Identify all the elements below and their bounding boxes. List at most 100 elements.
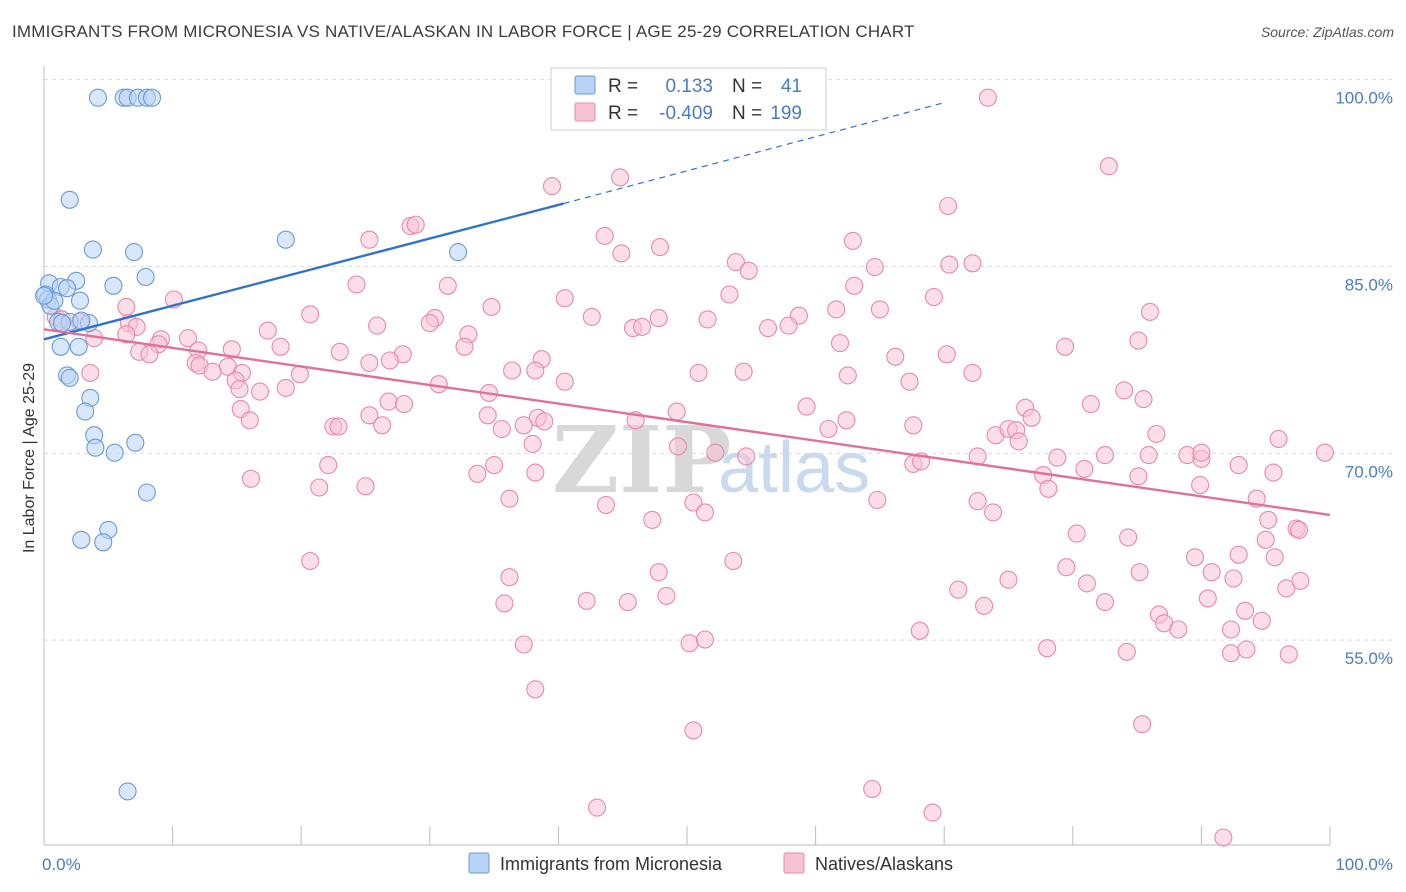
y-tick-label: 70.0% [1345, 462, 1393, 481]
data-point-native [618, 593, 637, 612]
data-point-native [1256, 530, 1275, 549]
data-point-native [720, 285, 739, 304]
data-point-native [301, 551, 320, 571]
data-point-native [514, 635, 533, 654]
watermark-atlas: atlas [718, 428, 870, 508]
data-point-native [1169, 620, 1188, 639]
data-point-native [356, 477, 375, 496]
data-point-native [276, 378, 295, 397]
data-point-native [1236, 601, 1255, 620]
data-point-native [1039, 479, 1058, 498]
data-point-native [595, 226, 614, 245]
data-point-native [819, 419, 838, 439]
data-point-native [649, 563, 668, 582]
data-point-native [500, 489, 519, 508]
data-point-native [319, 456, 338, 475]
y-tick-label: 85.0% [1345, 276, 1393, 295]
data-point-micronesia [51, 337, 70, 356]
data-point-native [937, 345, 956, 364]
legend-r-value-1: 0.133 [665, 76, 713, 97]
data-point-micronesia [94, 533, 113, 552]
legend-swatch-blue [574, 75, 596, 95]
data-point-native [737, 447, 756, 466]
data-point-micronesia [60, 190, 79, 209]
data-point-native [1264, 463, 1283, 482]
data-point-micronesia [52, 314, 72, 333]
legend-swatch-pink [574, 102, 596, 122]
data-point-native [1048, 448, 1067, 467]
data-point-native [1129, 331, 1148, 350]
data-point-native [1279, 645, 1298, 664]
data-point-native [1095, 593, 1115, 612]
data-point-native [1140, 302, 1160, 321]
data-point-native [1115, 381, 1134, 400]
data-point-micronesia [276, 230, 295, 249]
data-point-native [1077, 574, 1096, 593]
data-point-native [482, 297, 501, 316]
data-point-native [360, 230, 379, 249]
data-point-native [329, 417, 348, 436]
bottom-legend-label-micronesia: Immigrants from Micronesia [500, 854, 723, 874]
data-point-native [1191, 475, 1210, 495]
series-legend: Immigrants from Micronesia Natives/Alask… [468, 852, 953, 874]
data-point-native [904, 416, 923, 435]
data-point-native [495, 594, 514, 613]
data-point-native [485, 456, 504, 475]
data-point-native [1259, 510, 1278, 529]
y-axis-label: In Labor Force | Age 25-29 [21, 363, 38, 553]
data-point-native [542, 177, 562, 196]
data-point-native [923, 803, 942, 822]
data-point-micronesia [60, 368, 79, 387]
axes: 0.0% 100.0% [42, 66, 1393, 874]
data-point-native [1237, 640, 1256, 659]
data-point-micronesia [136, 267, 155, 287]
data-point-native [612, 244, 631, 263]
series-immigrants-micronesia [34, 88, 468, 801]
data-point-native [1202, 563, 1221, 582]
data-point-native [360, 406, 379, 425]
data-point-micronesia [104, 276, 123, 295]
data-point-native [968, 492, 987, 511]
trend-line-micronesia [43, 202, 564, 341]
data-point-native [555, 289, 574, 308]
legend-r-label-1: R = [608, 76, 638, 97]
data-point-native [1095, 446, 1115, 465]
legend-box [550, 67, 827, 131]
data-point-native [886, 347, 905, 366]
data-point-native [863, 779, 882, 799]
data-point-native [468, 464, 487, 483]
data-point-native [739, 261, 758, 280]
data-point-native [360, 353, 379, 373]
data-point-native [999, 570, 1018, 589]
data-point-native [178, 329, 198, 348]
data-point-native [429, 375, 448, 394]
data-point-micronesia [88, 88, 108, 107]
data-point-native [734, 362, 753, 381]
data-point-native [684, 721, 703, 740]
data-point-native [1147, 424, 1166, 444]
data-point-native [478, 406, 497, 425]
data-point-native [1224, 569, 1243, 588]
data-point-micronesia [126, 433, 145, 452]
data-point-native [984, 503, 1003, 522]
data-point-native [827, 300, 846, 319]
x-tick-label-min: 0.0% [42, 855, 81, 874]
data-point-native [492, 419, 511, 439]
correlation-legend: R = 0.133 N = 41 R = -0.409 N = 199 [550, 67, 827, 131]
data-point-native [657, 586, 676, 605]
data-point-native [978, 88, 997, 107]
data-point-native [555, 372, 574, 391]
chart-title: IMMIGRANTS FROM MICRONESIA VS NATIVE/ALA… [12, 22, 915, 41]
legend-n-value-2: 199 [770, 103, 802, 124]
data-point-native [500, 568, 519, 587]
data-point-micronesia [86, 438, 105, 457]
legend-n-label-2: N = [732, 103, 762, 124]
data-point-native [1130, 563, 1149, 582]
data-point-native [1129, 467, 1148, 486]
legend-n-value-1: 41 [781, 76, 802, 97]
data-point-native [838, 366, 857, 385]
data-point-native [587, 798, 607, 817]
data-point-native [395, 395, 414, 414]
data-point-micronesia [69, 337, 88, 356]
trend-lines [43, 102, 1331, 517]
